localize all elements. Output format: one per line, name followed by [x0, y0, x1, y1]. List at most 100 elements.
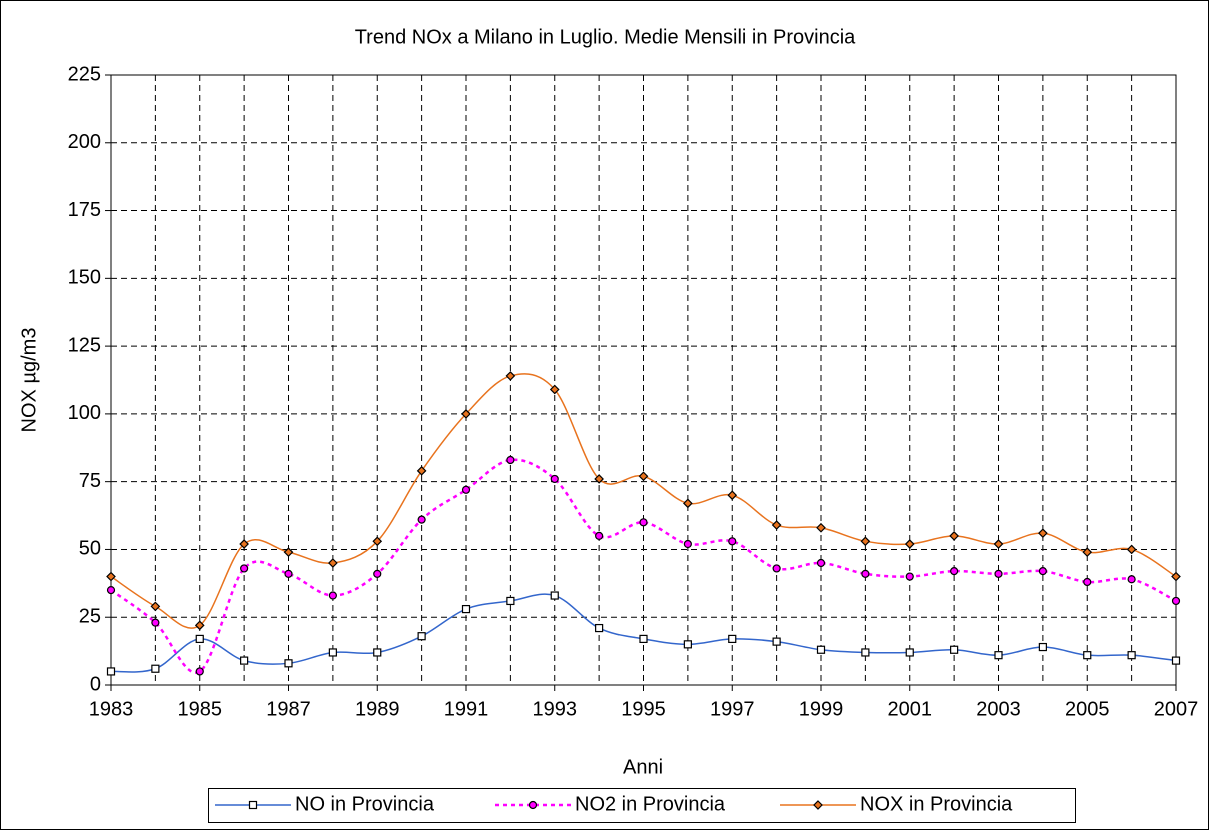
data-point — [1171, 596, 1181, 606]
data-point — [373, 569, 382, 578]
data-point — [550, 474, 559, 484]
legend-marker — [248, 800, 258, 810]
legend-label: NO2 in Provincia — [575, 793, 726, 815]
x-tick-label: 1989 — [355, 698, 400, 720]
data-point — [594, 474, 604, 484]
data-point — [993, 539, 1004, 549]
data-point — [1171, 656, 1181, 665]
data-point — [861, 569, 870, 578]
data-point — [1082, 547, 1093, 558]
x-tick-label: 2003 — [976, 698, 1021, 720]
data-point — [106, 667, 116, 676]
x-tick-label: 1985 — [178, 698, 223, 720]
data-point — [417, 515, 426, 524]
data-point — [639, 518, 648, 527]
data-point — [595, 623, 604, 633]
y-tick-label: 75 — [79, 470, 101, 492]
data-point — [861, 648, 870, 657]
data-point — [195, 667, 204, 676]
legend-label: NOX in Provincia — [860, 793, 1013, 815]
data-point — [771, 520, 782, 530]
data-point — [994, 569, 1003, 578]
data-point — [461, 604, 471, 614]
data-point — [1083, 651, 1092, 660]
x-tick-label: 2007 — [1154, 698, 1199, 720]
data-point — [372, 536, 383, 547]
data-point — [1171, 571, 1181, 582]
data-point — [506, 596, 515, 606]
x-tick-label: 1999 — [799, 698, 844, 720]
data-point — [240, 656, 249, 665]
x-tick-label: 1991 — [444, 698, 489, 720]
data-point — [151, 664, 160, 673]
y-tick-label: 225 — [68, 63, 101, 85]
data-point — [328, 648, 337, 657]
x-tick-label: 1983 — [89, 698, 134, 720]
data-point — [816, 522, 826, 533]
legend-label: NO in Provincia — [295, 793, 435, 815]
data-point — [150, 601, 161, 612]
y-axis-label: NOX µg/m3 — [18, 328, 40, 433]
y-tick-label: 150 — [68, 267, 101, 289]
y-tick-label: 175 — [68, 199, 101, 221]
data-point — [505, 371, 516, 381]
data-point — [549, 384, 560, 395]
data-point — [905, 648, 914, 657]
data-point — [950, 645, 959, 654]
data-point — [416, 465, 427, 476]
data-point — [461, 409, 471, 419]
data-point — [283, 547, 294, 558]
data-point — [506, 455, 515, 465]
data-point — [816, 558, 826, 568]
data-point — [1083, 577, 1092, 587]
data-point — [728, 537, 737, 546]
y-tick-label: 25 — [79, 606, 101, 628]
data-point — [950, 567, 959, 576]
data-point — [284, 659, 293, 668]
data-point — [683, 640, 692, 649]
data-point — [239, 539, 249, 549]
plot-border — [110, 74, 1177, 686]
data-point — [994, 651, 1003, 660]
data-point — [417, 632, 426, 641]
x-tick-label: 1987 — [266, 698, 311, 720]
data-point — [949, 531, 959, 541]
data-point — [638, 471, 649, 482]
data-point — [328, 591, 337, 600]
x-axis-label: Anni — [623, 756, 663, 778]
data-point — [683, 539, 692, 549]
data-point — [106, 571, 116, 582]
data-point — [106, 586, 116, 595]
x-tick-label: 1997 — [710, 698, 755, 720]
data-point — [1126, 544, 1137, 555]
data-point — [151, 618, 160, 627]
data-point — [683, 498, 693, 509]
x-tick-label: 2001 — [888, 698, 933, 720]
data-point — [1038, 642, 1047, 652]
data-point — [328, 558, 338, 568]
data-point — [240, 564, 249, 573]
data-point — [1127, 575, 1136, 584]
y-tick-label: 0 — [90, 673, 101, 695]
data-point — [639, 634, 648, 644]
data-point — [373, 648, 382, 657]
legend-marker — [813, 800, 823, 810]
data-point — [772, 564, 781, 573]
legend-box — [208, 788, 1076, 823]
data-point — [904, 539, 915, 549]
y-tick-label: 50 — [79, 538, 101, 560]
data-point — [195, 634, 204, 644]
data-point — [461, 485, 471, 494]
legend-marker — [528, 800, 538, 810]
x-tick-label: 1995 — [621, 698, 666, 720]
data-point — [905, 572, 914, 581]
y-tick-label: 200 — [68, 131, 101, 153]
x-tick-label: 1993 — [533, 698, 578, 720]
data-point — [727, 490, 738, 501]
data-point — [1127, 651, 1136, 660]
data-point — [816, 645, 826, 654]
data-point — [860, 536, 871, 547]
data-point — [595, 531, 604, 540]
data-point — [728, 634, 737, 644]
